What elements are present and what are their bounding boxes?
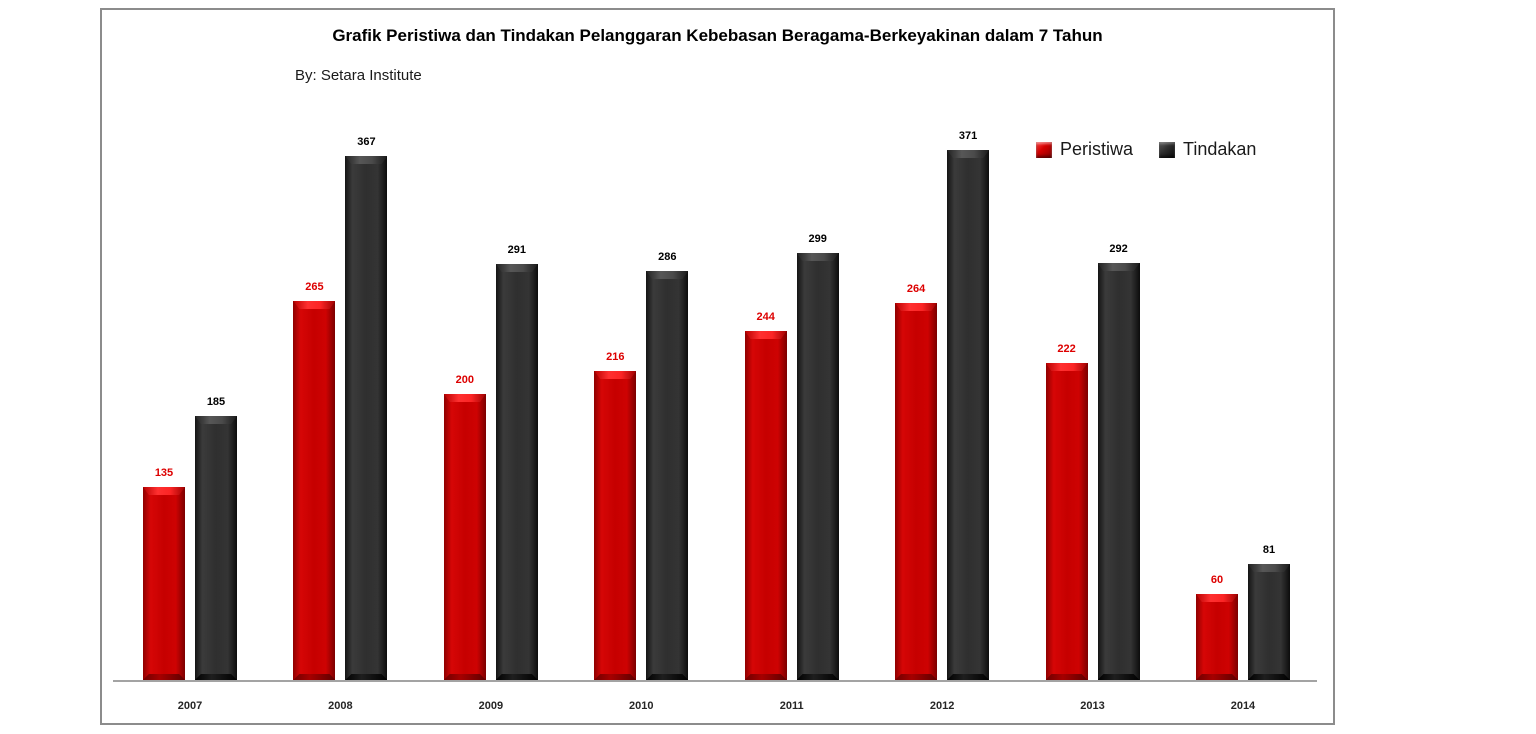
bar-peristiwa [1045,363,1088,680]
bar-wrap-peristiwa: 265 [293,281,336,680]
legend-label-tindakan: Tindakan [1183,139,1257,159]
value-label-tindakan: 185 [206,396,226,408]
value-label-peristiwa: 216 [606,351,625,363]
bar-wrap-tindakan: 292 [1097,243,1140,680]
chart-frame: Grafik Peristiwa dan Tindakan Pelanggara… [100,8,1335,725]
value-label-peristiwa: 264 [906,283,926,295]
x-axis-labels: 2007 2008 2009 2010 2011 2012 2013 2014 [113,700,1317,712]
value-label-peristiwa: 265 [305,281,324,293]
bar-wrap-peristiwa: 222 [1045,343,1088,680]
bar-wrap-peristiwa: 264 [895,283,938,680]
plot-area-with-x-axis-line: 135 185 265 367 200 291 216 [113,130,1317,682]
value-label-tindakan: 299 [808,233,827,245]
value-label-peristiwa: 222 [1057,343,1076,355]
bar-peristiwa [1195,594,1238,680]
bar-tindakan [796,253,839,680]
bar-tindakan [646,271,689,680]
value-label-tindakan: 292 [1109,243,1128,255]
bar-peristiwa [443,394,486,680]
x-axis-label: 2007 [177,700,203,712]
x-axis-label: 2012 [929,700,955,712]
bar-group: 200 291 [443,244,538,680]
x-axis-label: 2009 [478,700,504,712]
x-axis-label: 2013 [1080,700,1105,712]
bar-tindakan [947,150,990,680]
legend-item-tindakan: Tindakan [1159,139,1256,160]
bar-wrap-tindakan: 81 [1247,544,1290,680]
bar-wrap-tindakan: 291 [495,244,538,680]
legend-label-peristiwa: Peristiwa [1060,139,1134,159]
bar-group: 60 81 [1195,544,1290,680]
bar-wrap-tindakan: 371 [947,130,990,680]
value-label-tindakan: 371 [958,130,978,142]
bar-peristiwa [744,331,787,680]
bar-wrap-tindakan: 286 [646,251,689,680]
bar-wrap-peristiwa: 244 [744,311,787,680]
bar-tindakan [1097,263,1140,680]
value-label-peristiwa: 200 [455,374,475,386]
x-axis-label: 2010 [629,700,654,712]
legend-swatch-tindakan-icon [1159,141,1176,158]
bar-group: 216 286 [594,251,689,680]
bar-tindakan [345,156,388,680]
legend-swatch-peristiwa-icon [1036,141,1052,158]
bar-group: 264 371 [895,130,990,680]
x-axis-label: 2011 [779,700,804,712]
bar-group: 135 185 [143,396,237,680]
bar-tindakan [1247,564,1290,680]
value-label-peristiwa: 244 [756,311,775,323]
chart-subtitle: By: Setara Institute [295,67,422,84]
value-label-tindakan: 286 [658,251,677,263]
value-label-tindakan: 291 [507,244,527,256]
bar-group: 244 299 [744,233,839,680]
legend-item-peristiwa: Peristiwa [1036,139,1133,160]
x-axis-label: 2014 [1230,700,1256,712]
bar-wrap-peristiwa: 135 [143,467,185,680]
chart-title: Grafik Peristiwa dan Tindakan Pelanggara… [332,26,1103,45]
bar-group: 265 367 [293,136,388,680]
bar-peristiwa [293,301,336,680]
bar-peristiwa [895,303,938,680]
x-axis-label: 2008 [328,700,353,712]
value-label-peristiwa: 60 [1210,574,1224,586]
bar-peristiwa [143,487,185,680]
value-label-tindakan: 367 [357,136,376,148]
bar-wrap-peristiwa: 216 [594,351,637,680]
bar-tindakan [195,416,237,680]
bar-group: 222 292 [1045,243,1140,680]
value-label-peristiwa: 135 [154,467,174,479]
bar-tindakan [495,264,538,680]
bar-peristiwa [594,371,637,680]
legend: Peristiwa Tindakan [1036,139,1256,160]
value-label-tindakan: 81 [1262,544,1276,556]
bar-wrap-tindakan: 185 [195,396,237,680]
bar-wrap-peristiwa: 200 [443,374,486,680]
bar-wrap-peristiwa: 60 [1195,574,1238,680]
bar-wrap-tindakan: 367 [345,136,388,680]
bar-wrap-tindakan: 299 [796,233,839,680]
